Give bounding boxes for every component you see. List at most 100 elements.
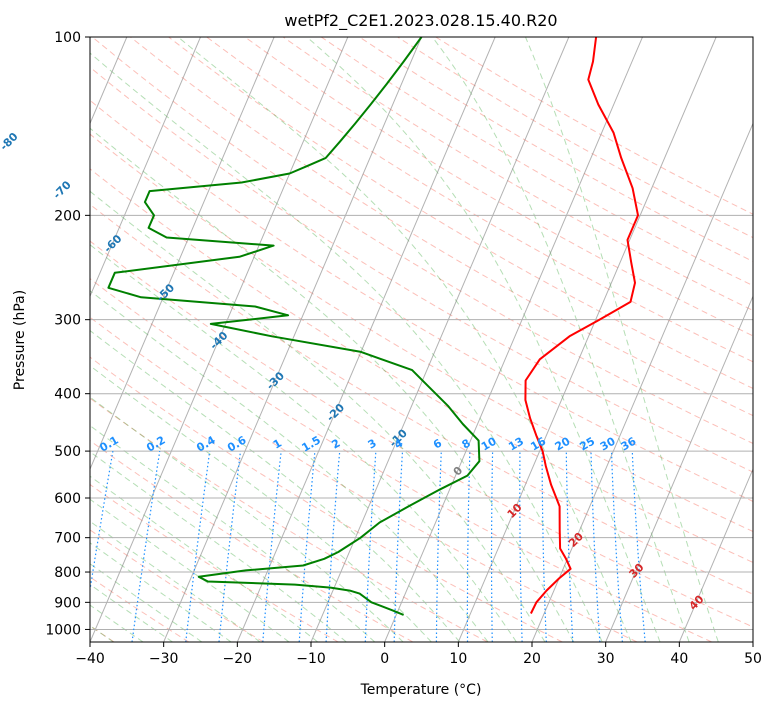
y-tick-label: 600 [54,491,81,507]
mixing-ratio-line [364,451,377,642]
moist-adiabat-line [90,520,261,642]
mixing-ratio-line [466,451,471,642]
moist-adiabat-line [90,563,203,642]
isotherm-label: -30 [264,369,287,392]
isotherm-line [90,37,349,642]
isotherm-line [90,37,201,298]
mixing-ratio-label: 1 [271,437,284,452]
moist-adiabat-line [90,498,290,642]
mixing-ratio-line [435,451,442,642]
isotherm-line [90,37,275,471]
dry-adiabat-line [168,37,753,389]
dry-adiabat-line [90,576,190,642]
isotherm-line [531,122,753,642]
x-tick-label: 0 [380,651,389,667]
moist-adiabat-line [90,290,489,642]
y-tick-label: 500 [54,444,81,460]
dry-adiabat-line [90,483,339,642]
isotherm-label: -70 [51,178,74,201]
dry-adiabat-line [91,37,753,445]
mixing-ratio-line [590,451,601,642]
plot-frame [89,36,754,643]
y-tick-label: 400 [54,387,81,403]
moist-adiabat-line [90,127,575,642]
moist-adiabat-line [177,37,632,642]
moist-adiabat-line [90,475,319,642]
moist-adiabat-line [90,396,404,642]
mixing-ratio-line [610,451,623,642]
dry-adiabat-line [90,203,753,595]
mixing-ratio-label: 3 [366,437,379,452]
mixing-ratio-line [519,451,523,642]
moist-adiabat-line [306,37,661,642]
moist-adiabat-line [90,424,376,642]
mixing-ratio-line [218,451,242,642]
dry-adiabat-line [90,529,264,642]
isotherm-label: -80 [0,130,21,153]
x-tick-label: −40 [75,651,105,667]
y-axis-label: Pressure (hPa) [12,290,28,390]
x-tick-label: 40 [670,651,688,667]
y-tick-label: 1000 [45,622,81,638]
mixing-ratio-line [185,451,211,642]
x-tick-label: −10 [296,651,326,667]
x-axis-label: Temperature (°C) [360,682,482,698]
moist-adiabat-line [90,52,603,642]
isotherm-line [457,37,717,642]
moist-adiabat-line [90,244,517,642]
y-tick-label: 900 [54,595,81,611]
y-tick-label: 100 [54,30,81,46]
isotherm-label: 0 [451,464,466,479]
moist-adiabat-line [90,583,173,642]
isotherm-line [678,467,753,642]
dry-adiabat-line [435,37,753,215]
moist-adiabat-line [90,365,432,642]
dry-adiabat-line [90,278,712,642]
moist-adiabat-line [525,37,719,642]
mixing-ratio-line [631,451,646,642]
dry-adiabat-line [244,37,753,337]
mixing-ratio-line [262,451,282,642]
dry-adiabat-line [90,316,638,642]
isotherm-label: 20 [566,530,586,550]
y-tick-label: 300 [54,313,81,329]
isotherm-label: -60 [101,232,124,255]
isotherm-line [310,37,570,642]
mixing-ratio-label: 2 [329,437,342,452]
y-tick-label: 800 [54,565,81,581]
dry-adiabat-line [282,37,753,312]
moist-adiabat-line [90,542,232,642]
dry-adiabat-line [90,240,753,628]
dry-adiabat-line [90,99,753,502]
dry-adiabat-line [130,37,753,417]
dry-adiabat-line [90,397,488,642]
dry-adiabat-line [90,356,563,642]
dry-adiabat-line [90,133,753,533]
isotherm-line [605,295,753,642]
x-tick-label: 10 [449,651,467,667]
x-tick-label: 30 [597,651,615,667]
dry-adiabat-line [359,37,753,263]
moist-adiabat-line [431,37,690,642]
temperature-profile-line [524,37,639,614]
isotherm-line [752,640,753,642]
x-tick-label: 50 [744,651,762,667]
isotherm-label: -50 [154,281,177,304]
x-tick-label: 20 [523,651,541,667]
isotherm-line [384,37,643,642]
y-tick-label: 700 [54,531,81,547]
isotherm-label: 40 [687,592,707,612]
moist-adiabat-line [90,329,461,642]
mixing-ratio-line [90,450,114,594]
dewpoint-profile-line [107,37,481,616]
mixing-ratio-line [298,451,316,642]
chart-title: wetPf2_C2E1.2023.028.15.40.R20 [284,11,557,31]
isotherm-label: -20 [324,401,347,424]
isotherm-line [236,37,496,642]
y-tick-label: 200 [54,208,81,224]
mixing-ratio-label: 6 [431,436,444,451]
x-tick-label: −20 [223,651,253,667]
mixing-ratio-line [131,451,161,642]
mixing-ratio-line [490,451,494,642]
